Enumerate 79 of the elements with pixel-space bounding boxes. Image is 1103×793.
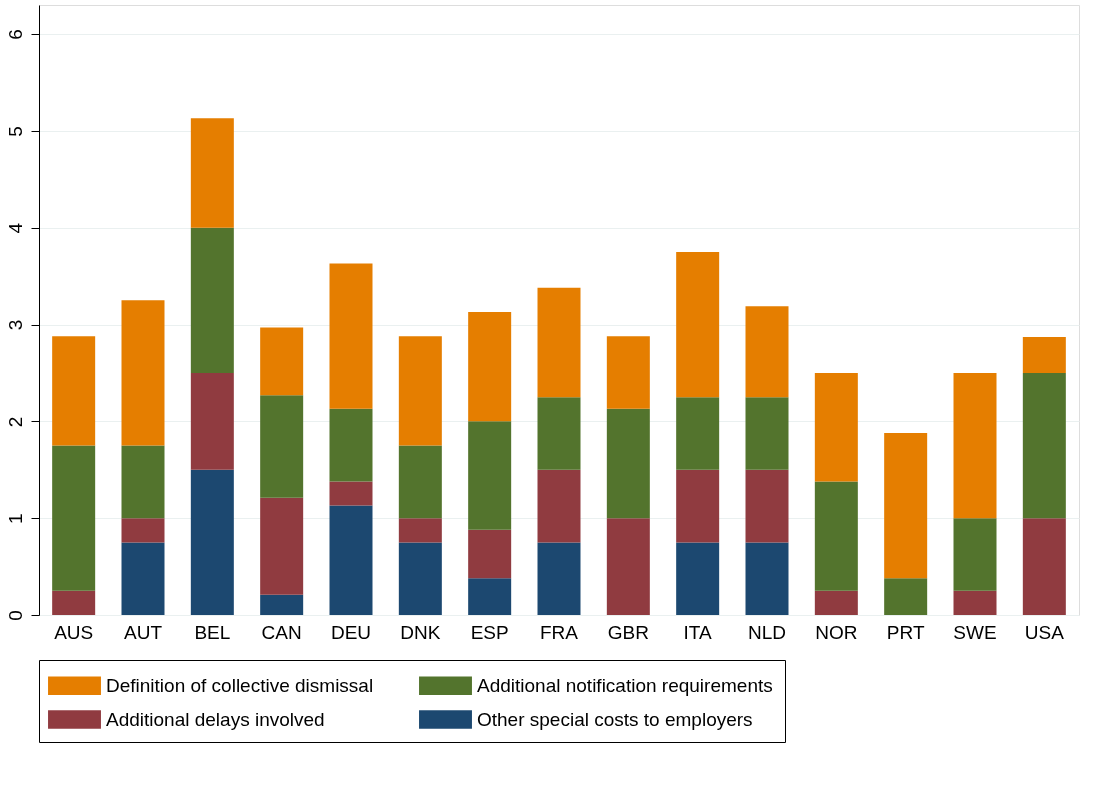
bar: [398, 542, 442, 615]
bar: [398, 336, 442, 446]
legend-label: Definition of collective dismissal: [106, 674, 374, 696]
bar: [745, 397, 789, 470]
x-tick-label: NOR: [815, 621, 858, 643]
bar: [814, 372, 858, 482]
x-tick-label: AUS: [54, 621, 94, 643]
x-tick-label: DEU: [330, 621, 372, 643]
y-tick-label: 2: [4, 416, 26, 428]
bar: [606, 336, 650, 409]
bar: [398, 518, 442, 543]
legend-label: Other special costs to employers: [477, 708, 753, 730]
legend-label: Additional notification requirements: [477, 674, 773, 696]
bar: [121, 445, 165, 519]
x-tick-label: ESP: [470, 621, 509, 643]
bar: [468, 529, 512, 579]
bar: [52, 445, 96, 591]
bar: [260, 327, 304, 396]
legend-label: Additional delays involved: [106, 708, 325, 730]
bar: [260, 594, 304, 615]
bar: [329, 263, 373, 409]
x-tick-label: AUT: [124, 621, 163, 643]
bar: [676, 397, 720, 470]
bar: [398, 445, 442, 519]
bar: [606, 518, 650, 615]
y-tick-label: 6: [4, 29, 26, 40]
bar: [676, 469, 720, 543]
x-tick-label: GBR: [607, 621, 649, 643]
bar: [884, 578, 928, 615]
bar: [1022, 372, 1066, 519]
bar: [121, 300, 165, 446]
x-tick-label: ITA: [683, 621, 713, 643]
bar: [537, 542, 581, 615]
y-tick-label: 4: [4, 222, 26, 234]
bar: [1022, 337, 1066, 373]
bar: [814, 590, 858, 615]
bar: [537, 469, 581, 543]
bar: [537, 287, 581, 398]
bar: [745, 306, 789, 398]
bar: [676, 251, 720, 398]
bar: [468, 421, 512, 530]
bar: [745, 542, 789, 615]
bar: [468, 311, 512, 422]
bar: [814, 481, 858, 591]
bar: [676, 542, 720, 615]
x-tick-label: DNK: [400, 621, 441, 643]
bar: [329, 408, 373, 482]
x-tick-label: FRA: [540, 621, 579, 643]
bar: [190, 372, 234, 470]
y-tick-label: 5: [4, 126, 26, 137]
bar: [606, 408, 650, 519]
bar: [468, 578, 512, 615]
bar: [537, 397, 581, 470]
bar: [190, 227, 234, 373]
bar: [953, 372, 997, 519]
bar: [190, 118, 234, 228]
bar: [260, 497, 304, 595]
x-tick-label: PRT: [886, 621, 925, 643]
y-tick-label: 1: [4, 513, 26, 524]
bar: [121, 542, 165, 615]
x-tick-label: BEL: [194, 621, 231, 643]
bar: [745, 469, 789, 543]
bar: [953, 590, 997, 615]
bar: [329, 505, 373, 615]
bar: [190, 469, 234, 615]
bar: [52, 590, 96, 615]
x-tick-label: NLD: [747, 621, 787, 643]
bar: [52, 336, 96, 446]
bar: [260, 395, 304, 498]
bar: [953, 518, 997, 591]
y-tick-label: 3: [4, 319, 26, 331]
x-tick-label: SWE: [953, 621, 997, 643]
bar: [329, 481, 373, 506]
bar: [884, 432, 928, 579]
bar: [121, 518, 165, 543]
y-tick-label: 0: [4, 610, 26, 621]
bar: [1022, 518, 1066, 615]
x-tick-label: USA: [1024, 621, 1065, 643]
x-tick-label: CAN: [261, 621, 302, 643]
